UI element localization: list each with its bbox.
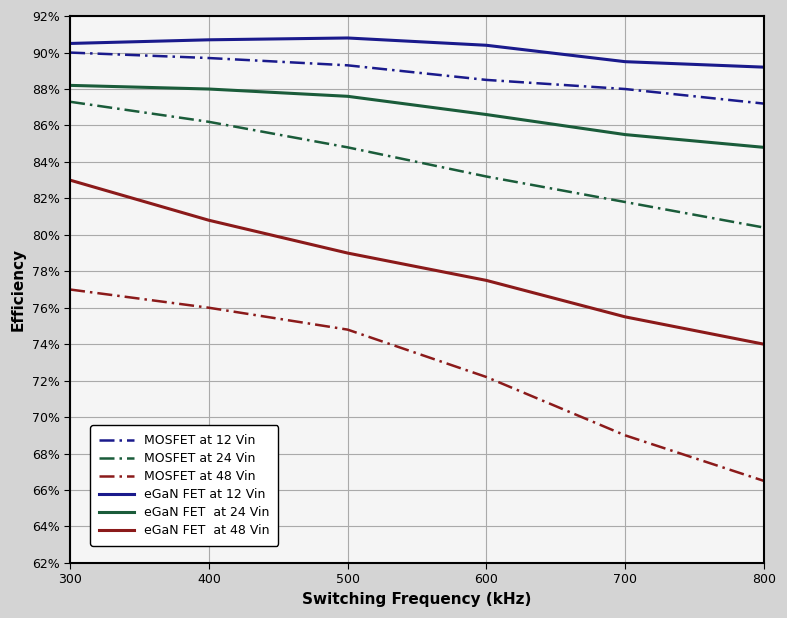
X-axis label: Switching Frequency (kHz): Switching Frequency (kHz) (302, 592, 532, 607)
Legend: MOSFET at 12 Vin, MOSFET at 24 Vin, MOSFET at 48 Vin, eGaN FET at 12 Vin, eGaN F: MOSFET at 12 Vin, MOSFET at 24 Vin, MOSF… (91, 425, 279, 546)
Y-axis label: Efficiency: Efficiency (11, 248, 26, 331)
